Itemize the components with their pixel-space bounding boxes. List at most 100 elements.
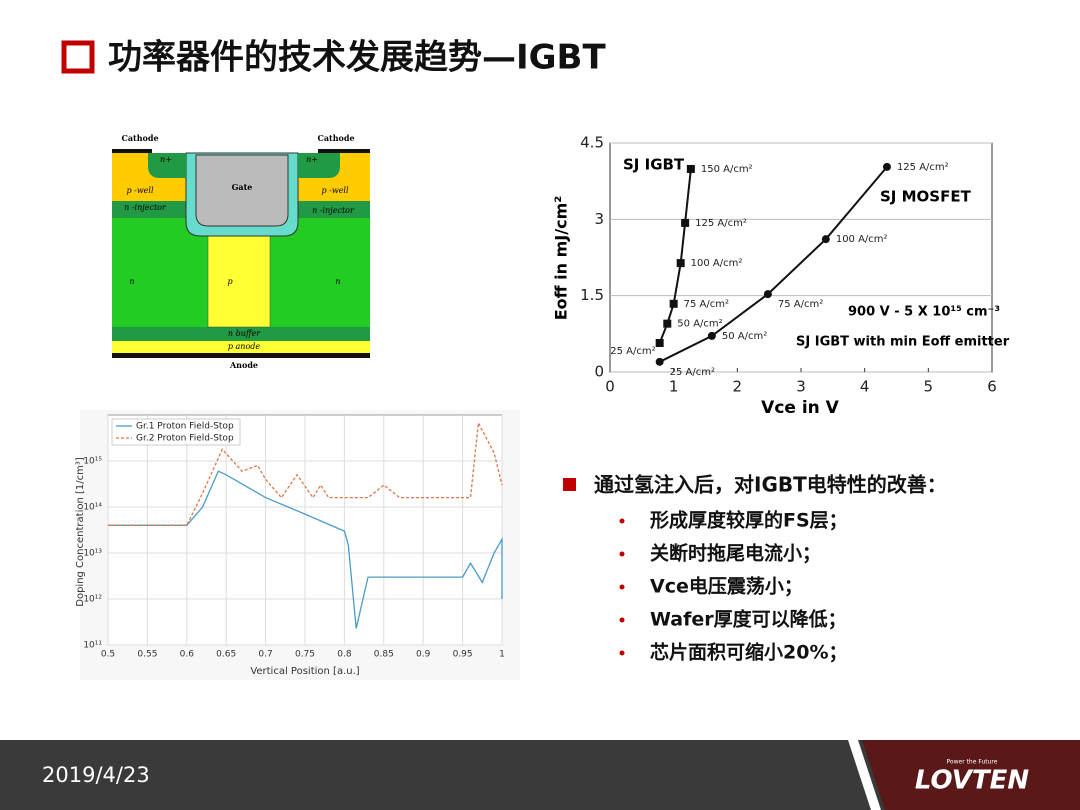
legend-box [111,418,241,446]
x-tick-label: 0.9 [416,650,431,660]
x-tick-label: 0 [605,378,615,396]
n-plus-right [298,153,340,178]
y-tick-label: 0 [594,363,604,381]
legend-label: Gr.1 Proton Field-Stop [136,422,234,432]
annotation: SJ MOSFET [880,188,972,206]
plot-area [609,142,993,373]
title-icon [61,40,95,74]
diagram-label: n buffer [228,329,261,338]
bullet-main: 通过氢注入后，对IGBT电特性的改善： [594,473,947,497]
x-tick-label: 2 [733,378,743,396]
x-tick-label: 1 [669,378,679,396]
igbt-diagram: Cathode Cathode n+ n+ Gate p -well p -we… [112,133,370,370]
anode-metal [112,353,370,358]
bullet-dot [619,551,625,557]
x-tick-label: 0.6 [180,650,195,660]
diagram-label: n [129,277,134,286]
point-label: 50 A/cm² [677,319,722,330]
x-axis-title: Vertical Position [a.u.] [250,666,359,677]
slide-title: 功率器件的技术发展趋势—IGBT [108,38,606,78]
diagram-label: n [335,277,340,286]
bullet-dot [619,650,625,656]
point-label: 125 A/cm² [897,162,949,173]
data-point [676,259,685,268]
bullet-dot [619,518,625,524]
data-point [655,357,664,366]
data-point [681,218,690,227]
footer-date: 2019/4/23 [42,763,150,787]
p-anode-region [112,341,370,353]
annotation: SJ IGBT with min Eoff emitter [796,335,1010,350]
point-label: 25 A/cm² [670,367,715,378]
diagram-label: n+ [306,155,318,164]
diagram-label: p anode [228,342,261,351]
point-label: 75 A/cm² [778,299,823,310]
x-tick-label: 0.65 [216,650,236,660]
diagram-label: p -well [321,186,349,195]
bullet-item: 形成厚度较厚的FS层； [650,509,848,532]
bullet-dot [619,617,625,623]
point-label: 125 A/cm² [695,218,747,229]
gate [195,154,289,227]
footer-stripe [848,740,881,810]
diagram-label: Cathode [317,133,354,143]
x-tick-label: 0.8 [337,650,352,660]
data-point [707,331,716,340]
logo: LOVTEN [915,766,1029,796]
bullet-marker [563,478,576,491]
bullet-item: 芯片面积可缩小20%； [650,641,847,664]
data-point [882,162,891,171]
point-label: 25 A/cm² [610,346,655,357]
x-tick-label: 6 [987,378,997,396]
y-tick-label: 1.5 [580,286,604,304]
x-tick-label: 0.5 [101,650,115,660]
legend-label: Gr.2 Proton Field-Stop [136,434,234,444]
diagram-label: n -injector [124,203,167,212]
point-label: 75 A/cm² [684,299,729,310]
x-tick-label: 4 [860,378,870,396]
bullet-item: 关断时拖尾电流小； [650,542,821,565]
logo-slogan: Power the Future [947,759,998,766]
point-label: 150 A/cm² [701,164,753,175]
bullet-item: Wafer厚度可以降低； [650,608,847,631]
data-point [763,290,772,299]
y-axis-title: Eoff in mJ/cm² [552,196,571,321]
diagram-label: p -well [126,186,154,195]
y-tick-label: 10¹³ [83,549,102,559]
annotation: SJ IGBT [623,156,685,174]
x-tick-label: 0.55 [137,650,157,660]
series-line [108,470,503,629]
diagram-label: Anode [229,360,258,370]
cathode-metal [318,149,370,153]
footer-accent [862,740,1080,810]
data-point [655,338,664,347]
y-tick-label: 10¹⁴ [83,503,102,513]
x-tick-label: 0.85 [374,650,394,660]
point-label: 50 A/cm² [722,331,767,342]
y-tick-label: 3 [594,210,604,228]
p-pillar [207,235,271,328]
x-tick-label: 1 [499,650,505,660]
data-point [663,319,672,328]
y-tick-label: 10¹² [83,595,102,605]
point-label: 100 A/cm² [691,258,743,269]
cathode-metal [112,149,152,153]
x-tick-label: 0.95 [453,650,473,660]
diagram-label: Gate [232,182,253,192]
y-tick-label: 4.5 [580,134,604,152]
y-tick-label: 10¹⁵ [83,457,102,467]
y-tick-label: 10¹¹ [83,641,102,651]
point-label: 100 A/cm² [836,234,888,245]
series-line [108,420,503,526]
data-point [821,235,830,244]
n-plus-left [148,153,186,178]
y-axis-title: Doping Concentration [1/cm³] [75,457,86,607]
data-point [669,299,678,308]
x-axis-title: Vce in V [761,398,840,418]
x-tick-label: 5 [924,378,934,396]
diagram-label: n+ [160,155,172,164]
diagram-label: n -injector [312,206,355,215]
diagram-label: Cathode [121,133,158,143]
